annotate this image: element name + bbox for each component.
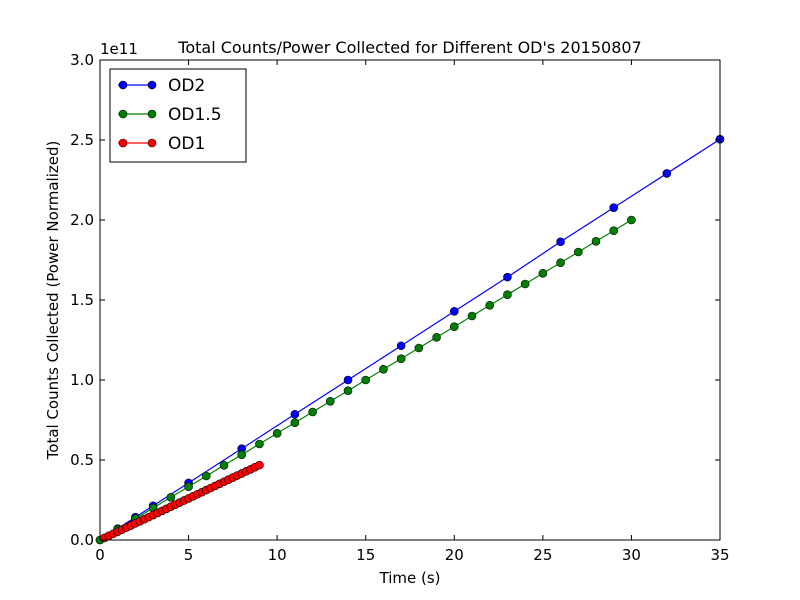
legend-marker xyxy=(118,138,128,148)
data-point xyxy=(591,236,601,246)
data-point xyxy=(308,407,317,417)
y-tick-label: 2.0 xyxy=(70,211,94,229)
x-tick-label: 20 xyxy=(445,546,464,564)
data-point xyxy=(237,450,247,460)
legend: OD2 OD1.5 OD1 xyxy=(109,68,247,163)
data-point xyxy=(556,237,565,247)
data-point xyxy=(467,311,477,321)
data-point xyxy=(272,428,282,438)
data-point xyxy=(485,300,495,310)
legend-entry: OD1.5 xyxy=(118,105,222,125)
data-point xyxy=(255,439,264,449)
x-tick-label: 0 xyxy=(95,546,105,564)
legend-label: OD1 xyxy=(168,134,205,154)
data-point xyxy=(609,226,619,236)
data-point xyxy=(361,375,371,385)
x-tick-label: 10 xyxy=(268,546,287,564)
data-point xyxy=(255,460,264,470)
data-point xyxy=(503,272,512,282)
legend-marker xyxy=(118,80,128,90)
y-tick-label: 0.5 xyxy=(70,451,94,469)
data-point xyxy=(290,409,300,419)
legend-entries: OD2 OD1.5 OD1 xyxy=(118,76,222,154)
data-point xyxy=(556,258,565,268)
legend-entry: OD2 xyxy=(118,76,205,96)
data-point xyxy=(290,418,300,428)
data-point xyxy=(325,396,335,406)
data-point xyxy=(627,215,636,225)
data-point xyxy=(201,471,211,481)
x-tick-label: 30 xyxy=(622,546,641,564)
y-tick-label: 2.5 xyxy=(70,131,94,149)
data-point xyxy=(184,482,193,492)
data-point xyxy=(573,247,583,257)
data-point xyxy=(662,169,672,178)
data-point xyxy=(432,332,441,342)
legend-entry: OD1 xyxy=(118,134,205,154)
data-point xyxy=(414,343,424,353)
data-point xyxy=(449,322,459,332)
data-point xyxy=(609,203,619,212)
chart-title: Total Counts/Power Collected for Differe… xyxy=(177,38,641,57)
data-point xyxy=(343,386,353,396)
legend-marker xyxy=(147,138,157,148)
data-point xyxy=(379,364,388,374)
data-point xyxy=(449,307,459,316)
data-point xyxy=(166,492,176,502)
data-point xyxy=(219,460,229,470)
data-point xyxy=(396,341,406,351)
data-point xyxy=(538,268,548,278)
data-point xyxy=(396,354,406,364)
x-tick-label: 5 xyxy=(184,546,194,564)
data-point xyxy=(520,279,530,289)
y-tick-label: 1.5 xyxy=(70,291,94,309)
legend-marker xyxy=(147,80,157,90)
legend-marker xyxy=(147,109,157,119)
x-axis-label: Time (s) xyxy=(379,569,441,587)
data-point xyxy=(503,290,512,300)
y-axis-label: Total Counts Collected (Power Normalized… xyxy=(44,141,62,461)
x-tick-label: 35 xyxy=(710,546,729,564)
ticks-layer: 0 5 10 15 20 25 30 35 0.0 0.5 1.0 1.5 2.0 2.5 3.0 xyxy=(70,51,729,564)
y-offset-label: 1e11 xyxy=(100,40,138,58)
y-tick-label: 0.0 xyxy=(70,531,94,549)
x-tick-label: 15 xyxy=(356,546,375,564)
y-tick-label: 1.0 xyxy=(70,371,94,389)
legend-label: OD2 xyxy=(168,76,205,96)
legend-marker xyxy=(118,109,128,119)
legend-label: OD1.5 xyxy=(168,105,222,125)
y-tick-label: 3.0 xyxy=(70,51,94,69)
data-point xyxy=(343,375,353,385)
x-tick-label: 25 xyxy=(533,546,552,564)
